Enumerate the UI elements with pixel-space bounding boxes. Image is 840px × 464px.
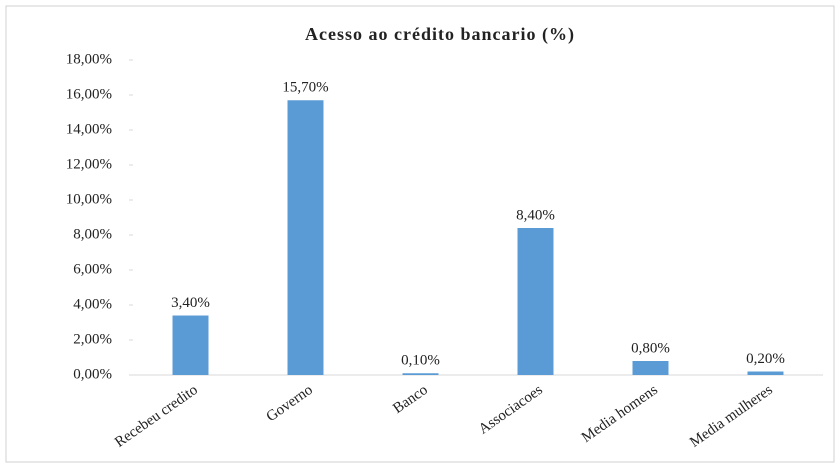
- y-tick-label: 10,00%: [66, 191, 112, 207]
- y-tick-label: 14,00%: [66, 121, 112, 137]
- data-label: 0,10%: [401, 353, 440, 369]
- y-tick-label: 18,00%: [66, 51, 112, 67]
- bar: [517, 228, 554, 375]
- chart-border: [5, 5, 835, 463]
- data-label: 0,20%: [746, 351, 785, 367]
- bar: [402, 373, 439, 375]
- data-label: 15,70%: [282, 80, 328, 96]
- y-tick-label: 6,00%: [73, 261, 112, 277]
- y-tick-label: 4,00%: [73, 296, 112, 312]
- data-label: 3,40%: [171, 295, 210, 311]
- y-tick-label: 0,00%: [73, 366, 112, 382]
- y-tick-label: 8,00%: [73, 226, 112, 242]
- y-tick-label: 12,00%: [66, 156, 112, 172]
- bar: [747, 371, 784, 375]
- y-tick-label: 2,00%: [73, 331, 112, 347]
- bar: [632, 361, 669, 375]
- bar: [172, 315, 209, 375]
- data-label: 8,40%: [516, 207, 555, 223]
- data-label: 0,80%: [631, 340, 670, 356]
- bar: [287, 100, 324, 375]
- chart-title: Acesso ao crédito bancario (%): [305, 24, 575, 45]
- y-tick-label: 16,00%: [66, 86, 112, 102]
